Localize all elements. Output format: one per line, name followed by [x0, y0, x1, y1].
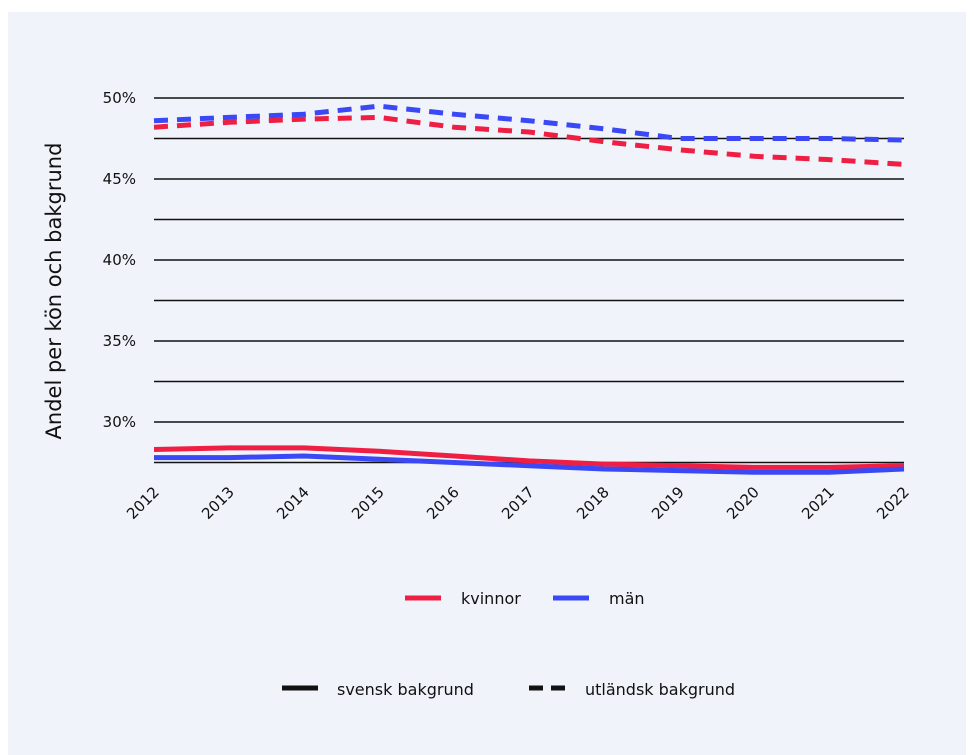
- x-tick-label: 2016: [423, 483, 463, 523]
- series-lines: [153, 103, 905, 475]
- y-tick-label: 45%: [103, 170, 136, 188]
- gridlines: [154, 97, 904, 464]
- legend-label-utlandsk-bakgrund: utländsk bakgrund: [585, 680, 735, 699]
- y-axis-ticks: 50% 45% 40% 35% 30%: [103, 89, 136, 431]
- legend-styles: svensk bakgrund utländsk bakgrund: [282, 680, 735, 699]
- y-tick-label: 35%: [103, 332, 136, 350]
- x-axis-ticks: 2012 2013 2014 2015 2016 2017 2018 2019 2020 2021…: [123, 483, 913, 523]
- x-tick-label: 2017: [498, 483, 538, 523]
- y-tick-label: 50%: [103, 89, 136, 107]
- y-tick-label: 40%: [103, 251, 136, 269]
- line-chart: 50% 45% 40% 35% 30% 2012 2013 2014 2015 2016 2017…: [42, 89, 913, 699]
- legend-colors: kvinnor män: [405, 589, 645, 608]
- x-tick-label: 2021: [798, 483, 838, 523]
- x-tick-label: 2019: [648, 483, 688, 523]
- x-tick-label: 2015: [348, 483, 388, 523]
- x-tick-label: 2013: [198, 483, 238, 523]
- legend-item-svensk-bakgrund: svensk bakgrund: [282, 680, 474, 699]
- legend-label-man: män: [609, 589, 645, 608]
- legend-item-utlandsk-bakgrund: utländsk bakgrund: [529, 680, 735, 699]
- x-tick-label: 2014: [273, 483, 313, 523]
- legend-label-svensk-bakgrund: svensk bakgrund: [337, 680, 474, 699]
- chart-panel: 50% 45% 40% 35% 30% 2012 2013 2014 2015 2016 2017…: [8, 12, 966, 755]
- y-tick-label: 30%: [103, 413, 136, 431]
- series-line-man-utlandsk: [153, 103, 905, 143]
- series-line-kvinnor-utlandsk: [153, 114, 905, 167]
- x-tick-label: 2018: [573, 483, 613, 523]
- y-axis-title: Andel per kön och bakgrund: [42, 143, 66, 440]
- legend-item-kvinnor: kvinnor: [405, 589, 521, 608]
- legend-item-man: män: [553, 589, 645, 608]
- x-tick-label: 2012: [123, 483, 163, 523]
- x-tick-label: 2020: [723, 483, 763, 523]
- legend-label-kvinnor: kvinnor: [461, 589, 521, 608]
- x-tick-label: 2022: [873, 483, 913, 523]
